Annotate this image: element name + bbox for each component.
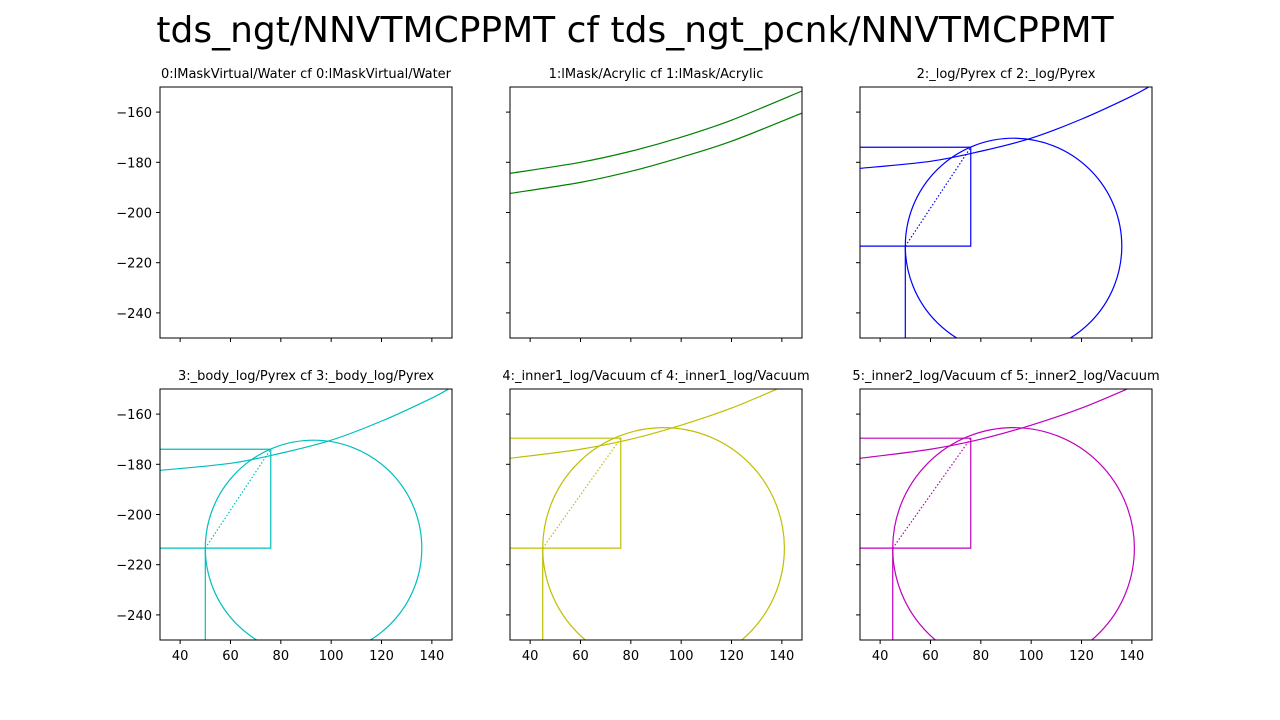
figure-suptitle: tds_ngt/NNVTMCPPMT cf tds_ngt_pcnk/NNVTM… — [156, 10, 1114, 51]
x-tick-label: 120 — [1069, 649, 1094, 664]
subplot-title: 0:lMaskVirtual/Water cf 0:lMaskVirtual/W… — [161, 67, 452, 82]
subplot-title: 2:_log/Pyrex cf 2:_log/Pyrex — [917, 67, 1096, 82]
plot-area — [160, 389, 450, 640]
y-tick-label: −200 — [116, 509, 152, 524]
y-tick-label: −240 — [116, 307, 152, 322]
subplot-panel-4: 4:_inner1_log/Vacuum cf 4:_inner1_log/Va… — [502, 369, 809, 664]
subplot-title: 1:lMask/Acrylic cf 1:lMask/Acrylic — [549, 67, 764, 82]
subplot-panel-2: 2:_log/Pyrex cf 2:_log/Pyrex — [856, 67, 1153, 342]
x-tick-label: 60 — [922, 649, 939, 664]
series-line — [860, 437, 972, 549]
axes-frame — [159, 86, 453, 339]
axes-frame — [859, 86, 1153, 339]
x-tick-label: 100 — [669, 649, 694, 664]
x-tick-label: 120 — [719, 649, 744, 664]
series-line — [860, 87, 1150, 169]
subplot-panel-0: 0:lMaskVirtual/Water cf 0:lMaskVirtual/W… — [116, 67, 453, 342]
axes-frame — [859, 388, 1153, 641]
y-tick-label: −160 — [116, 408, 152, 423]
y-tick-label: −220 — [116, 257, 152, 272]
x-tick-label: 120 — [369, 649, 394, 664]
y-tick-label: −240 — [116, 609, 152, 624]
plot-area — [510, 389, 785, 640]
x-tick-label: 100 — [1019, 649, 1044, 664]
x-tick-label: 60 — [572, 649, 589, 664]
series-line — [510, 389, 779, 459]
series-dotted-line — [892, 437, 972, 549]
subplot-grid: 0:lMaskVirtual/Water cf 0:lMaskVirtual/W… — [116, 67, 1159, 664]
x-tick-label: 140 — [1119, 649, 1144, 664]
series-line — [160, 448, 272, 549]
series-line — [510, 437, 622, 549]
x-tick-label: 80 — [273, 649, 290, 664]
plot-area — [510, 90, 802, 195]
x-tick-label: 40 — [522, 649, 539, 664]
subplot-title: 3:_body_log/Pyrex cf 3:_body_log/Pyrex — [178, 369, 434, 384]
plot-area — [860, 389, 1135, 640]
x-tick-label: 140 — [769, 649, 794, 664]
series-dotted-line — [204, 448, 272, 549]
x-tick-label: 80 — [623, 649, 640, 664]
series-line — [160, 389, 450, 471]
series-line — [510, 90, 802, 174]
x-tick-label: 100 — [319, 649, 344, 664]
axes-frame — [509, 388, 803, 641]
y-tick-label: −180 — [116, 458, 152, 473]
subplot-panel-5: 5:_inner2_log/Vacuum cf 5:_inner2_log/Va… — [852, 369, 1159, 664]
x-tick-label: 140 — [419, 649, 444, 664]
plot-area — [860, 87, 1150, 338]
axes-frame — [159, 388, 453, 641]
y-tick-label: −200 — [116, 207, 152, 222]
x-tick-label: 60 — [222, 649, 239, 664]
series-dotted-line — [542, 437, 622, 549]
axes-frame — [509, 86, 803, 339]
x-tick-label: 40 — [172, 649, 189, 664]
series-line — [510, 112, 802, 195]
subplot-title: 5:_inner2_log/Vacuum cf 5:_inner2_log/Va… — [852, 369, 1159, 384]
y-tick-label: −160 — [116, 106, 152, 121]
x-tick-label: 40 — [872, 649, 889, 664]
subplot-panel-1: 1:lMask/Acrylic cf 1:lMask/Acrylic — [506, 67, 803, 342]
subplot-panel-3: 3:_body_log/Pyrex cf 3:_body_log/Pyrex 40… — [116, 369, 453, 664]
y-tick-label: −180 — [116, 156, 152, 171]
series-dotted-line — [904, 146, 972, 247]
series-line — [860, 389, 1129, 459]
y-tick-label: −220 — [116, 559, 152, 574]
subplot-title: 4:_inner1_log/Vacuum cf 4:_inner1_log/Va… — [502, 369, 809, 384]
series-line — [860, 146, 972, 247]
x-tick-label: 80 — [973, 649, 990, 664]
